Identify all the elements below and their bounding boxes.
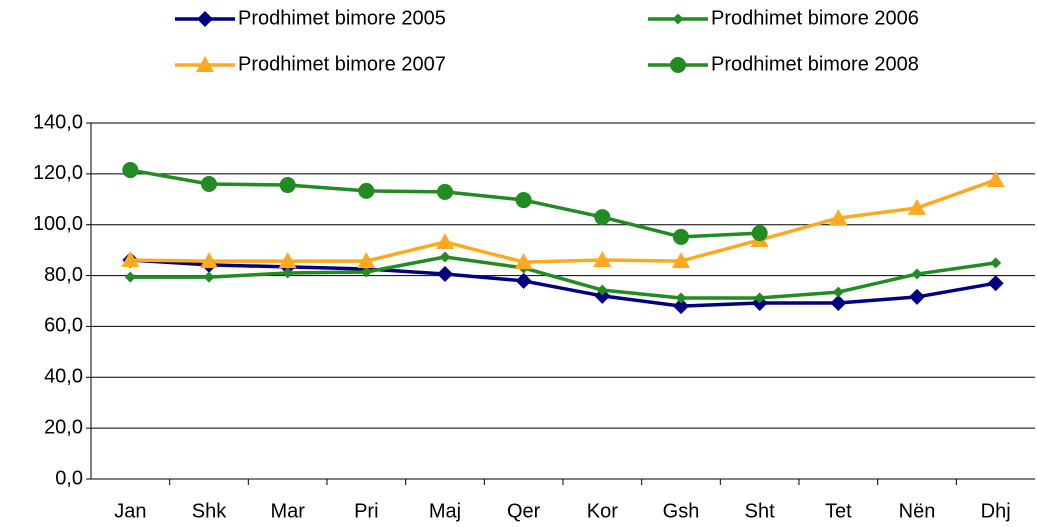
x-tick-label: Tet (825, 500, 852, 522)
x-tick-label: Maj (429, 500, 461, 522)
legend-label: Prodhimet bimore 2008 (711, 53, 919, 75)
data-point (673, 298, 689, 315)
data-point (672, 252, 690, 269)
y-tick-label: 60,0 (44, 315, 83, 337)
data-point (675, 292, 687, 304)
data-point (593, 251, 612, 268)
x-tick-label: Mar (270, 500, 305, 522)
data-point (908, 198, 926, 215)
data-point (437, 183, 453, 200)
x-tick-label: Sht (745, 500, 775, 522)
y-tick-label: 20,0 (44, 416, 83, 438)
data-point (832, 286, 844, 298)
data-point (830, 295, 847, 312)
data-point (439, 251, 451, 263)
data-point (201, 176, 217, 193)
legend-marker (197, 11, 213, 27)
data-point (596, 284, 608, 296)
legend-label: Prodhimet bimore 2007 (238, 53, 446, 75)
y-tick-label: 100,0 (33, 213, 83, 235)
series-line (130, 178, 997, 264)
data-point (829, 209, 848, 226)
data-point (357, 252, 376, 269)
data-point (911, 268, 923, 280)
data-point (124, 271, 136, 283)
y-tick-label: 140,0 (33, 111, 83, 133)
data-point (437, 266, 453, 283)
data-point (987, 275, 1004, 292)
data-point (203, 271, 215, 283)
series-line (130, 258, 996, 308)
data-point (514, 253, 533, 270)
x-tick-label: Jan (114, 500, 146, 522)
x-tick-label: Nën (899, 500, 936, 522)
x-tick-label: Qer (507, 500, 541, 522)
x-tick-label: Shk (192, 500, 227, 522)
x-tick-label: Pri (354, 500, 378, 522)
data-point (754, 292, 766, 304)
x-tick-label: Kor (587, 500, 618, 522)
data-point (990, 257, 1002, 269)
y-tick-label: 80,0 (44, 264, 83, 286)
series-line (130, 255, 996, 300)
data-point (121, 251, 140, 268)
x-tick-label: Dhj (981, 500, 1011, 522)
data-point (515, 272, 532, 289)
data-point (278, 252, 297, 269)
data-point (360, 266, 372, 278)
legend-marker (672, 13, 684, 25)
data-point (200, 252, 218, 269)
data-point (436, 233, 454, 250)
data-point (279, 177, 296, 194)
data-point (122, 162, 139, 179)
data-point (986, 170, 1005, 187)
data-point (515, 192, 532, 209)
legend-label: Prodhimet bimore 2006 (711, 7, 919, 29)
y-tick-label: 120,0 (33, 162, 83, 184)
data-point (909, 288, 925, 305)
y-tick-label: 0,0 (55, 467, 83, 489)
data-point (282, 267, 294, 279)
x-tick-label: Gsh (663, 500, 700, 522)
data-point (358, 182, 375, 199)
data-point (594, 209, 611, 226)
y-tick-label: 40,0 (44, 366, 83, 388)
data-point (673, 228, 689, 245)
data-point (751, 225, 768, 242)
series-line (130, 168, 760, 239)
legend-label: Prodhimet bimore 2005 (238, 7, 446, 29)
legend-marker (196, 56, 214, 72)
legend-marker (670, 57, 686, 73)
